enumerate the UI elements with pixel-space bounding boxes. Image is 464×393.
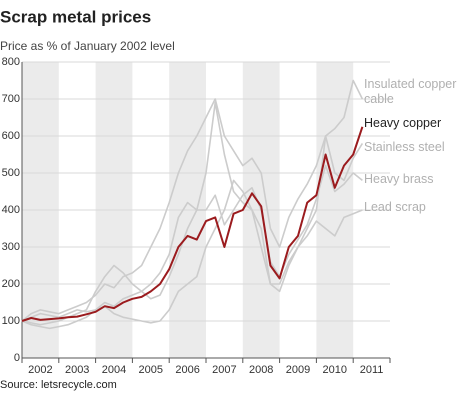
y-tick-label: 500 [2,167,20,179]
series-line [21,164,363,322]
y-tick-label: 100 [2,315,20,327]
series-line [21,126,364,322]
series-line [21,79,364,322]
series-label: Heavy copper [364,116,442,130]
chart-title: Scrap metal prices [0,7,151,26]
source: Source: letsrecycle.com [0,379,117,391]
y-tick-label: 800 [2,56,20,68]
x-tick-label: 2010 [323,364,347,376]
x-tick-label: 2009 [286,364,310,376]
y-tick-label: 0 [14,352,20,364]
x-tick-label: 2005 [139,364,163,376]
series-line [21,179,363,330]
y-tick-label: 300 [2,241,20,253]
chart-subtitle: Price as % of January 2002 level [0,39,175,53]
series-label: Lead scrap [364,200,426,214]
series-label: Heavy brass [364,172,434,186]
series-label: Insulated copper cable [364,77,457,106]
x-tick-label: 2002 [28,364,52,376]
x-tick-label: 2003 [65,364,89,376]
x-tick-label: 2011 [360,364,384,376]
series-line [21,101,364,326]
series-label: Stainless steel [364,140,445,154]
x-tick-label: 2007 [212,364,236,376]
y-tick-label: 400 [2,204,20,216]
x-tick-label: 2004 [102,364,126,376]
y-tick-label: 600 [2,130,20,142]
x-tick-label: 2006 [175,364,199,376]
x-tick-label: 2008 [249,364,273,376]
y-tick-label: 200 [2,278,20,290]
y-tick-label: 700 [2,93,20,105]
